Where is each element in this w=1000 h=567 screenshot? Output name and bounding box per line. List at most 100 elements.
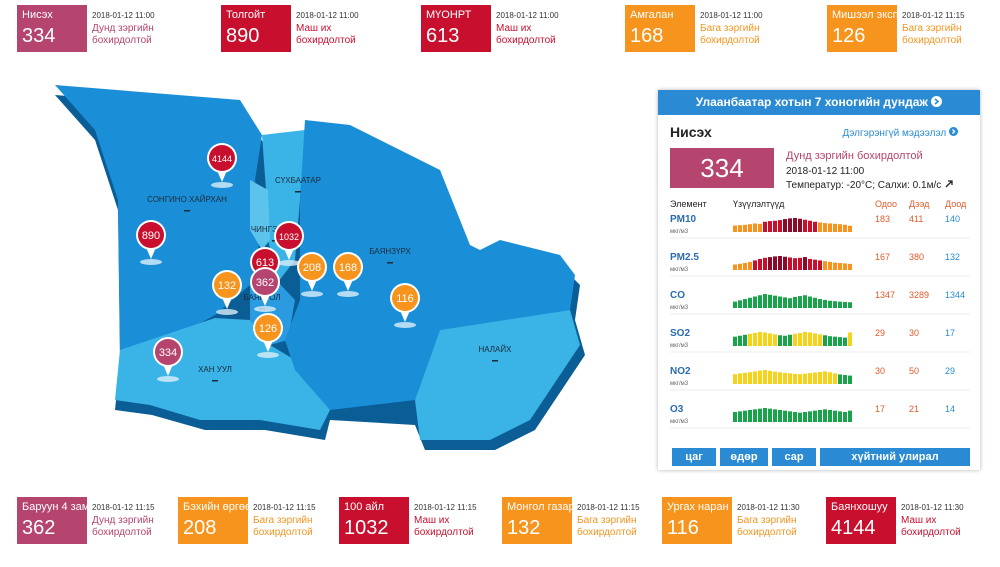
map-pin[interactable]: 362	[250, 267, 280, 312]
period-button[interactable]: сар	[772, 448, 816, 466]
column-header: Дээд	[909, 199, 930, 209]
station-name: Амгалан	[630, 9, 674, 21]
spark-bar	[783, 219, 787, 232]
spark-bar	[833, 410, 837, 422]
spark-bar	[758, 332, 762, 346]
district-label: СОНГИНО ХАЙРХАН	[147, 195, 227, 204]
spark-bar	[843, 302, 847, 308]
panel-status: Дунд зэргийн бохирдолтой	[786, 150, 923, 162]
details-link[interactable]: Дэлгэрэнгүй мэдээлэл	[843, 127, 958, 139]
spark-bar	[763, 221, 767, 232]
map-pin[interactable]: 4144	[207, 143, 237, 188]
spark-bar	[848, 225, 852, 232]
station-time: 2018-01-12 11:15	[92, 503, 155, 512]
element-name: NO2	[670, 366, 691, 377]
station-status: Дунд зэргийн бохирдолтой	[92, 23, 154, 46]
panel-time: 2018-01-12 11:00	[786, 166, 865, 177]
spark-bar	[753, 223, 757, 232]
spark-bar	[758, 223, 762, 232]
column-header: Доод	[945, 199, 967, 209]
spark-bar	[768, 221, 772, 232]
pin-shadow	[140, 259, 162, 265]
spark-bar	[778, 256, 782, 270]
spark-bar	[763, 257, 767, 270]
station-value: 613	[426, 25, 460, 47]
station-box: Баруун 4 зам 362	[17, 497, 89, 544]
chevron-icon	[931, 96, 943, 107]
spark-bar	[778, 372, 782, 384]
spark-bar	[783, 372, 787, 384]
elements-table: Элемент Үзүүлэлтүүд Одоо Дээд Доод PM10 мкг/м3…	[670, 199, 970, 429]
period-button[interactable]: цаг	[672, 448, 716, 466]
panel-header-text[interactable]: Улаанбаатар хотын 7 хоногийн дундаж	[695, 95, 928, 109]
spark-bar	[808, 373, 812, 384]
spark-bar	[808, 220, 812, 232]
station-name: Ургах наран	[667, 501, 729, 513]
spark-bar	[743, 410, 747, 422]
element-max: 380	[909, 252, 924, 262]
station-value: 116	[667, 517, 699, 539]
spark-bar	[738, 263, 742, 270]
spark-bar	[793, 373, 797, 384]
station-time: 2018-01-12 11:15	[902, 11, 965, 20]
spark-bar	[788, 373, 792, 384]
station-box: Монгол газар 132	[502, 497, 575, 544]
spark-bar	[803, 373, 807, 384]
map-pin[interactable]: 116	[390, 283, 420, 328]
spark-bar	[823, 261, 827, 270]
station-box: Амгалан 168	[625, 5, 695, 52]
pin-body	[335, 254, 361, 280]
station-value: 4144	[831, 517, 876, 539]
spark-bar	[823, 335, 827, 346]
station-status: Бага зэргийн бохирдолтой	[253, 515, 313, 538]
element-current: 167	[875, 252, 890, 262]
period-button[interactable]: хүйтний улирал	[820, 448, 970, 466]
station-card: Амгалан 168 2018-01-12 11:00 Бага зэргийн б…	[625, 5, 771, 52]
station-value: 168	[630, 25, 664, 47]
spark-bar	[743, 263, 747, 270]
station-value: 126	[832, 25, 866, 47]
element-unit: мкг/м3	[670, 229, 689, 235]
period-button[interactable]: өдөр	[720, 448, 768, 466]
map-pin[interactable]: 168	[333, 252, 363, 297]
map-pin[interactable]: 132	[212, 270, 242, 315]
details-text[interactable]: Дэлгэрэнгүй мэдээлэл	[842, 128, 947, 139]
station-name: Монгол газар	[507, 501, 575, 513]
map-pin[interactable]: 208	[297, 252, 327, 297]
panel-header[interactable]: Улаанбаатар хотын 7 хоногийн дундаж	[658, 90, 980, 115]
station-name: Толгойт	[226, 9, 266, 21]
spark-bar	[803, 332, 807, 346]
station-card: Нисэх 334 2018-01-12 11:00 Дунд зэргийн бох…	[17, 5, 163, 52]
pin-body	[392, 285, 418, 311]
pin-value: 1032	[279, 232, 299, 242]
spark-bar	[758, 408, 762, 422]
pin-body	[138, 222, 164, 248]
spark-bar	[848, 302, 852, 308]
map-pin[interactable]: 334	[153, 337, 183, 382]
spark-bar	[838, 337, 842, 346]
column-header: Үзүүлэлтүүд	[733, 199, 785, 209]
spark-bar	[748, 297, 752, 308]
station-value: 208	[183, 517, 217, 539]
spark-bar	[758, 295, 762, 308]
map-pin[interactable]: 890	[136, 220, 166, 265]
element-current: 30	[875, 366, 885, 376]
column-header: Элемент	[670, 199, 707, 209]
spark-bar	[813, 333, 817, 346]
spark-bar	[783, 335, 787, 346]
spark-bar	[803, 295, 807, 308]
spark-bar	[813, 297, 817, 308]
panel-value: 334	[670, 148, 774, 188]
spark-bar	[768, 333, 772, 346]
district-marker	[387, 262, 393, 264]
station-time: 2018-01-12 11:00	[296, 11, 359, 20]
station-value: 1032	[344, 517, 389, 539]
spark-bar	[793, 218, 797, 232]
chevron-icon	[949, 127, 958, 136]
element-max: 411	[909, 214, 923, 224]
spark-bar	[738, 411, 742, 422]
map-pin[interactable]: 1032	[274, 221, 304, 266]
map-pin[interactable]: 126	[253, 313, 283, 358]
pin-value: 334	[159, 347, 177, 359]
district-marker	[212, 380, 218, 382]
